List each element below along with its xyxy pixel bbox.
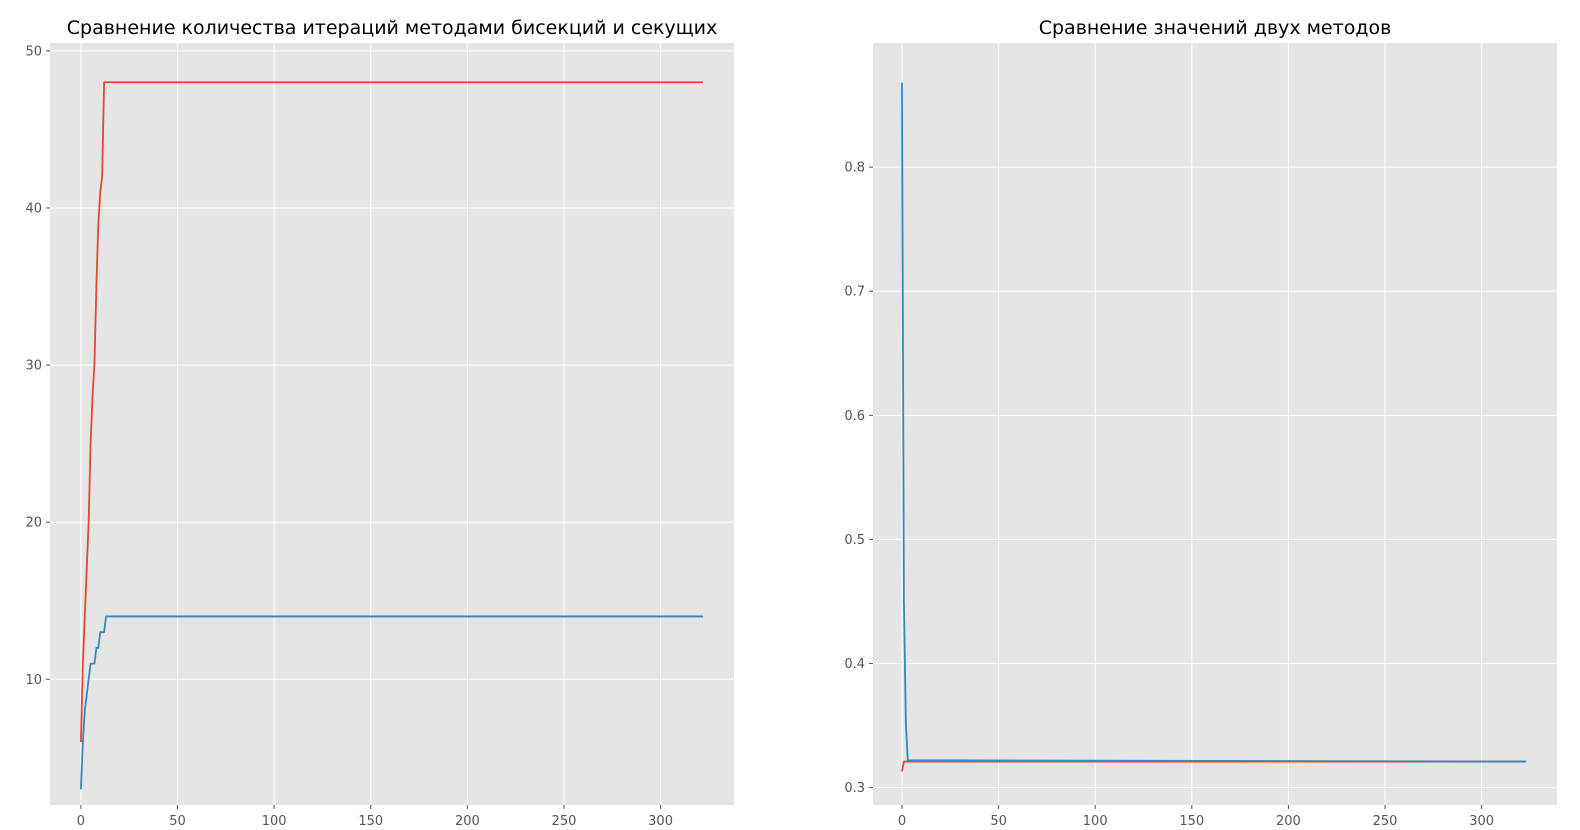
y-tick-label: 0.5: [844, 533, 865, 548]
x-tick-label: 300: [1469, 814, 1494, 829]
x-tick-label: 150: [1179, 814, 1204, 829]
iterations-chart: 0 50 100 150 200 250 300 10 20 30 40 50 Сравнение …: [25, 17, 734, 829]
y-tick-label: 10: [25, 673, 42, 688]
y-tick-label: 0.6: [844, 409, 865, 424]
series-line-2: [901, 82, 1527, 763]
y-tick-label: 0.3: [844, 781, 865, 796]
x-tick-label: 150: [358, 814, 383, 829]
y-tick-label: 50: [25, 44, 42, 59]
x-tick-label: 250: [1373, 814, 1398, 829]
y-tick-label: 20: [25, 516, 42, 531]
series-line-2: [80, 615, 704, 790]
x-tick-label: 300: [648, 814, 673, 829]
x-tick-label: 100: [1083, 814, 1108, 829]
values-chart: 0 50 100 150 200 250 300 0.3 0.4 0.5 0.6 0.7 0.8 Ср…: [844, 17, 1557, 829]
x-axis-ticks: 0 50 100 150 200 250 300: [898, 805, 1494, 829]
x-tick-label: 200: [1276, 814, 1301, 829]
y-tick-label: 0.8: [844, 161, 865, 176]
x-tick-label: 100: [262, 814, 287, 829]
y-tick-label: 0.7: [844, 285, 865, 300]
x-tick-label: 250: [552, 814, 577, 829]
x-tick-label: 200: [455, 814, 480, 829]
x-tick-label: 0: [898, 814, 906, 829]
y-gridlines: [873, 166, 1557, 789]
plot-area: [50, 43, 734, 805]
x-gridlines: [80, 43, 662, 805]
y-tick-label: 30: [25, 359, 42, 374]
x-tick-label: 50: [169, 814, 186, 829]
y-tick-label: 40: [25, 201, 42, 216]
x-tick-label: 50: [990, 814, 1007, 829]
chart-title: Сравнение значений двух методов: [1039, 17, 1392, 39]
chart-title: Сравнение количества итераций методами б…: [67, 17, 717, 39]
plot-area: [873, 43, 1557, 805]
y-axis-ticks: 0.3 0.4 0.5 0.6 0.7 0.8: [844, 161, 873, 796]
series-group: [80, 81, 704, 790]
y-tick-label: 0.4: [844, 657, 865, 672]
series-group: [901, 82, 1527, 772]
series-line-1: [80, 81, 704, 743]
x-tick-label: 0: [77, 814, 85, 829]
y-gridlines: [50, 50, 734, 680]
x-axis-ticks: 0 50 100 150 200 250 300: [77, 805, 673, 829]
y-axis-ticks: 10 20 30 40 50: [25, 44, 50, 688]
